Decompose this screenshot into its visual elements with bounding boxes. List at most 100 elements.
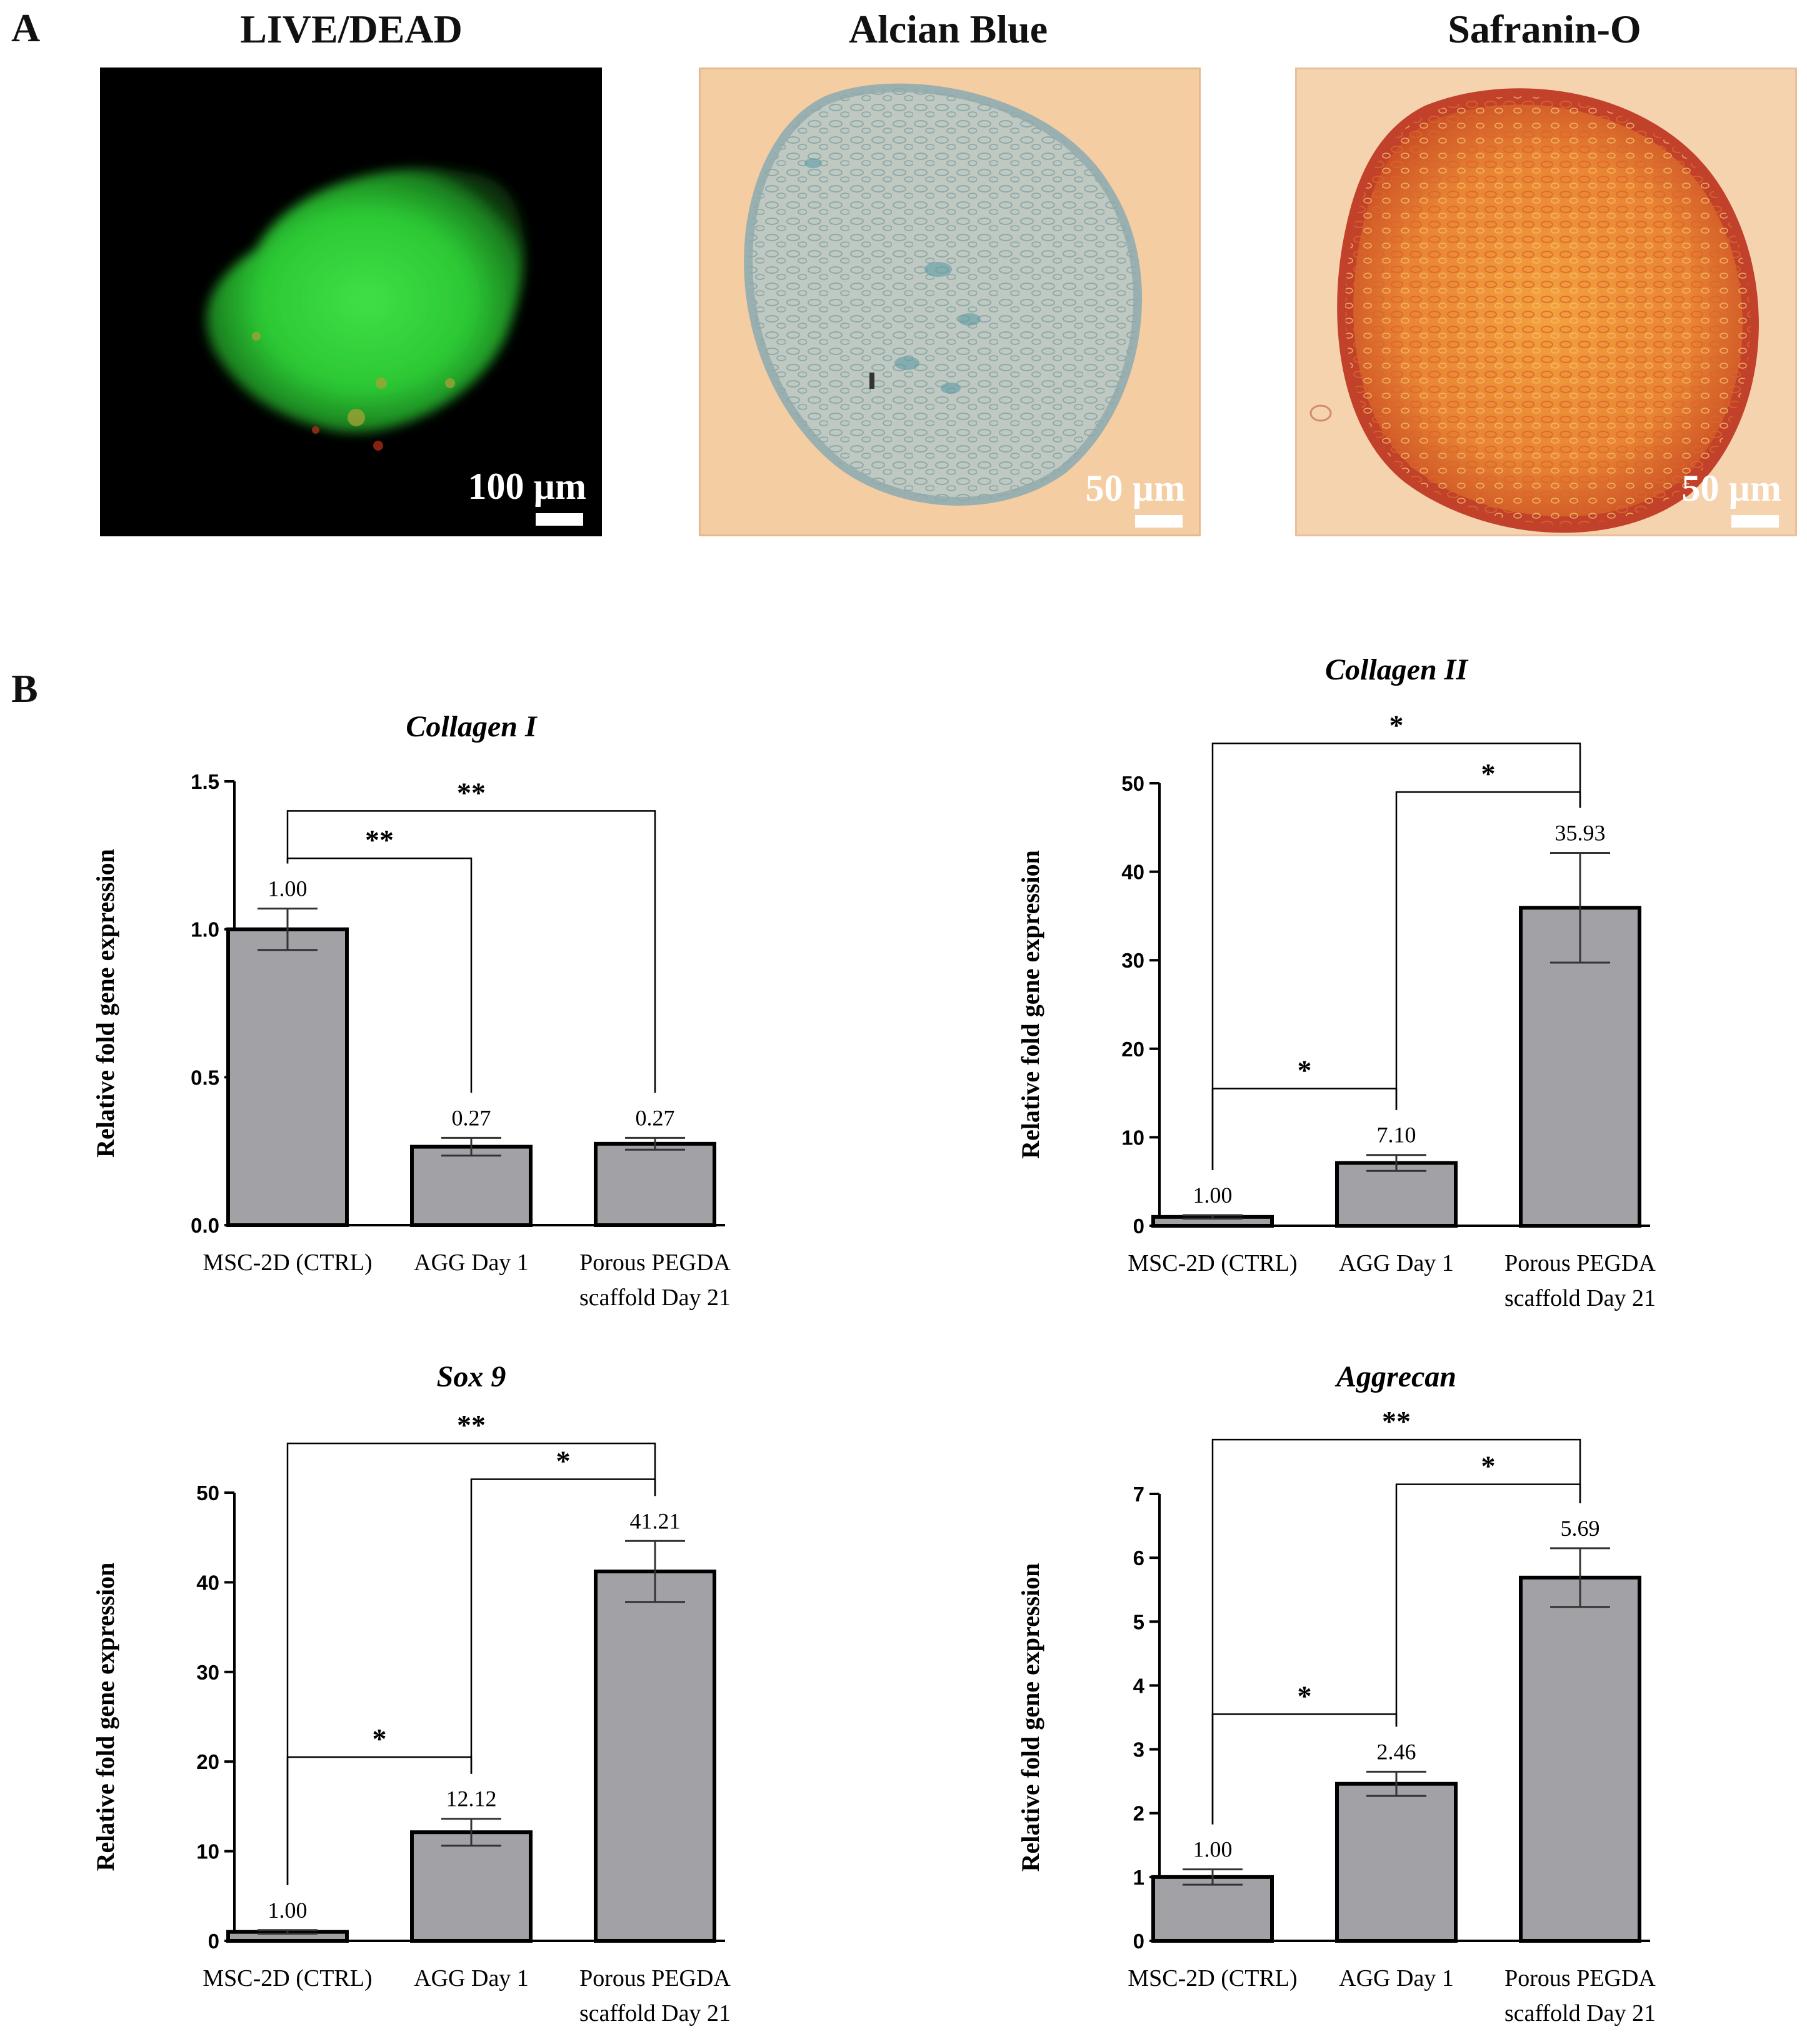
live-dead-scale-label: 100 µm — [468, 466, 586, 507]
y-tick-label: 50 — [1121, 772, 1144, 795]
significance-bracket — [1211, 1088, 1398, 1171]
bar — [594, 1570, 716, 1943]
alcian-blue-micrograph: 50 µm — [699, 68, 1201, 536]
category-label: MSC-2D (CTRL) — [1128, 1965, 1297, 1991]
alcian-blue-title: Alcian Blue — [848, 7, 1048, 51]
value-label: 0.27 — [452, 1105, 491, 1130]
significance-label: ** — [1382, 1405, 1411, 1437]
bar — [594, 1141, 716, 1227]
category-label: Porous PEGDA — [1504, 1250, 1656, 1276]
significance-label: * — [1481, 758, 1496, 789]
significance-label: * — [1298, 1055, 1312, 1086]
y-tick-label: 0 — [208, 1930, 219, 1953]
category-label: MSC-2D (CTRL) — [1128, 1250, 1297, 1276]
bar — [410, 1145, 533, 1227]
y-tick-label: 0 — [1133, 1930, 1144, 1953]
value-label: 1.00 — [1193, 1183, 1233, 1208]
live-dead-micrograph: 100 µm — [100, 68, 602, 536]
chart-title: Collagen II — [1325, 653, 1469, 686]
category-label: Porous PEGDA — [579, 1250, 731, 1276]
significance-label: * — [373, 1723, 387, 1755]
significance-bracket — [286, 810, 656, 1093]
chart-collagen-ii-svg: Collagen II Relative fold gene expression… — [1016, 653, 1656, 1311]
category-label: AGG Day 1 — [414, 1965, 529, 1991]
significance-label: * — [556, 1445, 571, 1476]
significance-bracket — [470, 1478, 656, 1774]
bar — [410, 1830, 533, 1943]
significance-label: * — [1298, 1680, 1312, 1711]
bar — [1335, 1781, 1458, 1943]
significance-bracket — [286, 1756, 473, 1885]
y-tick-label: 10 — [196, 1840, 219, 1863]
significance-bracket — [286, 1442, 656, 1885]
significance-bracket — [1395, 791, 1581, 1110]
significance-label: * — [1389, 709, 1404, 741]
y-tick-label: 3 — [1133, 1738, 1144, 1761]
y-axis-label: Relative fold gene expression — [1016, 850, 1044, 1159]
value-label: 7.10 — [1377, 1123, 1416, 1148]
chart-aggrecan: Aggrecan Relative fold gene expression 0 1 2… — [1006, 1350, 1788, 2038]
chart-collagen-i: Collagen I Relative fold gene expression 0… — [81, 694, 863, 1344]
chart-collagen-ii: Collagen II Relative fold gene expression… — [1006, 644, 1788, 1344]
safranin-o-scale-bar — [1731, 515, 1779, 528]
significance-bracket — [1211, 1438, 1581, 1825]
chart-title: Sox 9 — [437, 1360, 506, 1393]
chart-title: Collagen I — [406, 710, 538, 743]
y-tick-label: 0 — [1133, 1215, 1144, 1238]
value-label: 35.93 — [1555, 820, 1606, 845]
y-tick-label: 5 — [1133, 1610, 1144, 1633]
safranin-o-micrograph: 50 µm — [1295, 68, 1797, 536]
live-dead-scale-bar — [536, 513, 583, 526]
y-tick-label: 0.0 — [191, 1214, 219, 1237]
significance-label: * — [1481, 1450, 1496, 1482]
value-label: 1.00 — [1193, 1837, 1233, 1862]
significance-label: ** — [457, 776, 486, 808]
y-axis-label: Relative fold gene expression — [91, 849, 119, 1158]
value-label: 12.12 — [446, 1786, 497, 1811]
y-tick-label: 30 — [1121, 949, 1144, 972]
category-label: AGG Day 1 — [414, 1250, 529, 1276]
value-label: 2.46 — [1377, 1739, 1416, 1764]
bar — [1519, 1575, 1641, 1943]
y-tick-label: 40 — [1121, 861, 1144, 884]
y-tick-label: 20 — [196, 1750, 219, 1773]
chart-aggrecan-svg: Aggrecan Relative fold gene expression 0 1 2… — [1016, 1360, 1656, 2026]
significance-label: ** — [457, 1409, 486, 1441]
y-axis-label: Relative fold gene expression — [1016, 1563, 1044, 1872]
y-tick-label: 7 — [1133, 1483, 1144, 1506]
value-label: 1.00 — [268, 1898, 308, 1923]
value-label: 41.21 — [630, 1508, 681, 1533]
y-tick-label: 30 — [196, 1661, 219, 1684]
y-tick-label: 1.5 — [191, 770, 219, 793]
y-tick-label: 0.5 — [191, 1066, 219, 1089]
bar — [1151, 1875, 1274, 1943]
category-label: scaffold Day 21 — [1504, 1285, 1656, 1311]
significance-bracket — [1211, 1713, 1398, 1825]
value-label: 0.27 — [636, 1105, 675, 1130]
category-label: Porous PEGDA — [1504, 1965, 1656, 1991]
y-tick-label: 1 — [1133, 1866, 1144, 1889]
alcian-blue-scale-label: 50 µm — [1085, 468, 1185, 509]
significance-bracket — [1395, 1483, 1581, 1727]
category-label: scaffold Day 21 — [579, 2000, 731, 2026]
category-label: scaffold Day 21 — [1504, 2000, 1656, 2026]
chart-sox-9: Sox 9 Relative fold gene expression 0 10 20 3… — [81, 1350, 863, 2038]
y-tick-label: 40 — [196, 1571, 219, 1594]
live-dead-title: LIVE/DEAD — [240, 7, 463, 51]
y-tick-label: 20 — [1121, 1038, 1144, 1061]
significance-bracket — [286, 857, 473, 1093]
value-label: 1.00 — [268, 876, 308, 901]
y-tick-label: 1.0 — [191, 918, 219, 941]
y-tick-label: 6 — [1133, 1546, 1144, 1570]
y-tick-label: 4 — [1133, 1674, 1145, 1697]
y-axis-label: Relative fold gene expression — [91, 1563, 119, 1871]
category-label: scaffold Day 21 — [579, 1285, 731, 1311]
category-label: AGG Day 1 — [1339, 1250, 1454, 1276]
y-tick-label: 10 — [1121, 1126, 1144, 1149]
panel-a-letter: A — [11, 6, 41, 50]
category-label: MSC-2D (CTRL) — [203, 1250, 372, 1276]
panel-b-letter: B — [11, 666, 38, 711]
bar — [226, 927, 349, 1227]
significance-label: ** — [365, 824, 394, 856]
safranin-o-scale-label: 50 µm — [1681, 468, 1781, 509]
